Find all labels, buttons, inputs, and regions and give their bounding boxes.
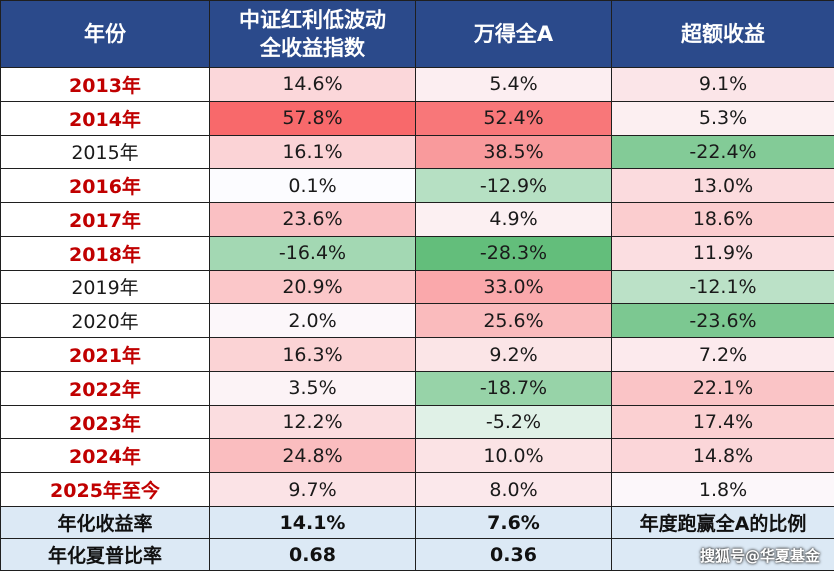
index-return-cell: 0.1% [209,168,416,204]
index-return-cell: 2.0% [209,303,416,339]
year-cell: 2015年 [0,134,210,170]
table-row: 2024年 24.8% 10.0% 14.8% [0,438,834,474]
excess-return-cell: 17.4% [611,404,834,440]
table-row: 2017年 23.6% 4.9% 18.6% [0,202,834,237]
market-return-cell: -28.3% [415,235,612,271]
excess-return-cell: 22.1% [611,370,834,406]
header-market: 万得全A [415,0,612,68]
table-row: 2022年 3.5% -18.7% 22.1% [0,370,834,406]
index-return-cell: 24.8% [209,438,416,474]
market-return-cell: 10.0% [415,438,612,474]
annual-return-row: 年化收益率 14.1% 7.6% 年度跑赢全A的比例 [0,506,834,539]
table-row: 2013年 14.6% 5.4% 9.1% [0,67,834,102]
header-index: 中证红利低波动 全收益指数 [209,0,416,68]
year-cell: 2016年 [0,168,210,204]
excess-return-cell: 5.3% [611,100,834,136]
excess-return-cell: 7.2% [611,337,834,372]
annual-return-note: 年度跑赢全A的比例 [611,506,834,539]
sharpe-label: 年化夏普比率 [0,538,210,571]
table-row: 2025年至今 9.7% 8.0% 1.8% [0,472,834,507]
year-cell: 2019年 [0,269,210,305]
market-return-cell: 9.2% [415,337,612,372]
index-return-cell: 14.6% [209,67,416,102]
table-row: 2021年 16.3% 9.2% 7.2% [0,337,834,372]
annual-return-index: 14.1% [209,506,416,539]
header-excess: 超额收益 [611,0,834,68]
annual-return-label: 年化收益率 [0,506,210,539]
index-return-cell: 23.6% [209,202,416,237]
table-row: 2018年 -16.4% -28.3% 11.9% [0,235,834,271]
index-return-cell: -16.4% [209,235,416,271]
market-return-cell: 38.5% [415,134,612,170]
year-cell: 2017年 [0,202,210,237]
year-cell: 2022年 [0,370,210,406]
index-return-cell: 9.7% [209,472,416,507]
excess-return-cell: 9.1% [611,67,834,102]
market-return-cell: 4.9% [415,202,612,237]
market-return-cell: 8.0% [415,472,612,507]
year-cell: 2024年 [0,438,210,474]
sharpe-row: 年化夏普比率 0.68 0.36 [0,538,834,571]
market-return-cell: -18.7% [415,370,612,406]
year-cell: 2013年 [0,67,210,102]
header-row: 年份 中证红利低波动 全收益指数 万得全A 超额收益 [0,0,834,68]
excess-return-cell: 18.6% [611,202,834,237]
index-return-cell: 12.2% [209,404,416,440]
table-body: 2013年 14.6% 5.4% 9.1% 2014年 57.8% 52.4% 5.3% 201… [0,67,834,507]
excess-return-cell: -23.6% [611,303,834,339]
year-cell: 2023年 [0,404,210,440]
watermark: 搜狐号@华夏基金 [699,547,820,565]
header-year: 年份 [0,0,210,68]
year-cell: 2014年 [0,100,210,136]
market-return-cell: 33.0% [415,269,612,305]
table-row: 2020年 2.0% 25.6% -23.6% [0,303,834,339]
annual-return-market: 7.6% [415,506,612,539]
excess-return-cell: -12.1% [611,269,834,305]
sharpe-blank [611,538,834,571]
sharpe-market: 0.36 [415,538,612,571]
table-row: 2016年 0.1% -12.9% 13.0% [0,168,834,204]
index-return-cell: 20.9% [209,269,416,305]
table-row: 2014年 57.8% 52.4% 5.3% [0,100,834,136]
index-return-cell: 16.3% [209,337,416,372]
table-row: 2023年 12.2% -5.2% 17.4% [0,404,834,440]
year-cell: 2018年 [0,235,210,271]
index-return-cell: 57.8% [209,100,416,136]
year-cell: 2025年至今 [0,472,210,507]
header-index-line2: 全收益指数 [260,36,365,60]
year-cell: 2021年 [0,337,210,372]
excess-return-cell: -22.4% [611,134,834,170]
market-return-cell: 25.6% [415,303,612,339]
market-return-cell: 52.4% [415,100,612,136]
table-row: 2015年 16.1% 38.5% -22.4% [0,134,834,170]
excess-return-cell: 13.0% [611,168,834,204]
market-return-cell: 5.4% [415,67,612,102]
sharpe-index: 0.68 [209,538,416,571]
index-return-cell: 3.5% [209,370,416,406]
year-cell: 2020年 [0,303,210,339]
market-return-cell: -12.9% [415,168,612,204]
excess-return-cell: 1.8% [611,472,834,507]
table-row: 2019年 20.9% 33.0% -12.1% [0,269,834,305]
index-return-cell: 16.1% [209,134,416,170]
excess-return-cell: 11.9% [611,235,834,271]
market-return-cell: -5.2% [415,404,612,440]
excess-return-cell: 14.8% [611,438,834,474]
header-index-line1: 中证红利低波动 [239,8,386,32]
